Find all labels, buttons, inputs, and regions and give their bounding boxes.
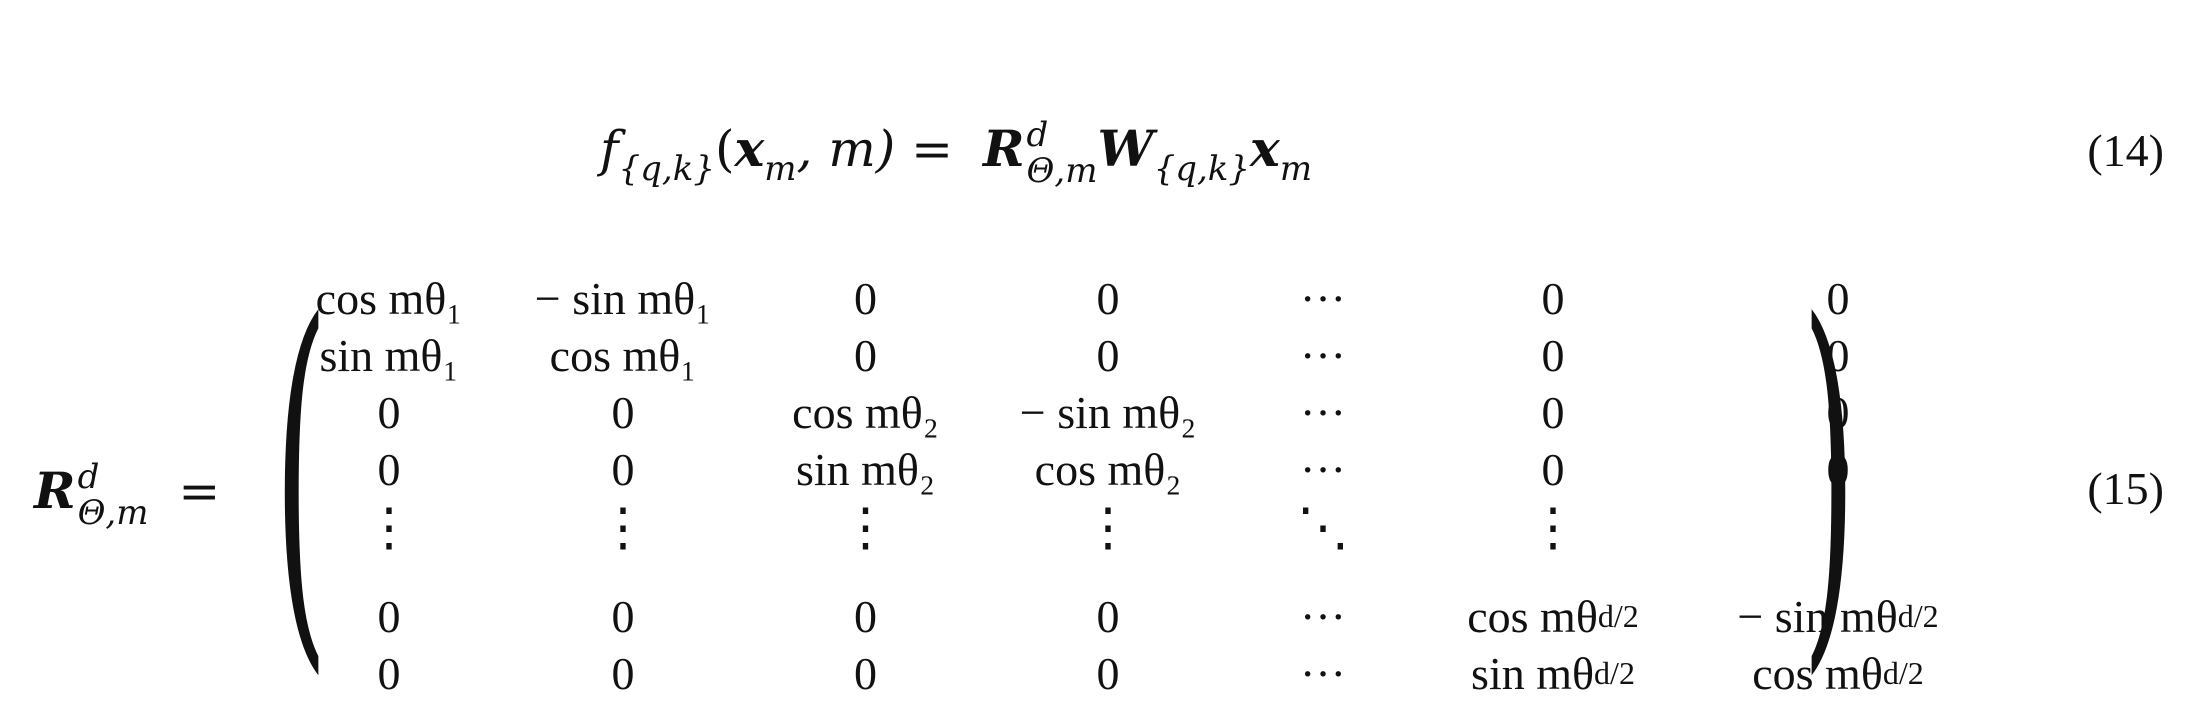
matrix-cell: sin mθ₁: [319, 330, 459, 381]
left-paren: (: [273, 243, 329, 708]
matrix-cell: 0: [1096, 648, 1120, 699]
matrix-cell: 0: [1096, 273, 1120, 324]
matrix-cell: ···: [1300, 387, 1346, 438]
matrix-cell: ⋮: [839, 500, 892, 557]
matrix-cell: ⋮: [1812, 500, 1864, 557]
matrix-cell: 0: [611, 387, 635, 438]
matrix-cell: ···: [1300, 648, 1346, 699]
matrix-cell: 0: [377, 648, 401, 699]
matrix-cell: sin mθ d/2: [1471, 648, 1635, 699]
equation-number: (14): [2087, 125, 2164, 176]
weight-matrix-symbol: W: [1097, 119, 1154, 178]
lhs-rest: , m) =: [796, 120, 954, 178]
rotation-matrix-symbol: R: [982, 119, 1025, 178]
rotation-matrix: ( cos mθ₁ − sin mθ₁ 0 0 ··· 0 0 sin mθ₁ cos mθ₁ 0…: [245, 243, 1939, 712]
matrix-cell: ···: [1300, 444, 1346, 495]
matrix-cell: 0: [854, 330, 877, 381]
matrix-cell: ⋮: [363, 500, 415, 557]
function-subscript: {q,k}: [618, 149, 715, 189]
matrix-cell: 0: [1541, 387, 1565, 438]
vector-x-rhs-subscript: m: [1279, 149, 1313, 189]
vector-x-rhs: x: [1250, 119, 1280, 178]
weight-matrix-subscript: {q,k}: [1153, 149, 1251, 189]
matrix-cell: cos mθ₁: [315, 273, 463, 324]
matrix-cell: cos mθ d/2: [1752, 648, 1924, 699]
matrix-cell: ⋮: [1527, 500, 1579, 557]
matrix-cell: ···: [1300, 273, 1346, 324]
matrix-cell: 0: [1096, 591, 1120, 642]
matrix-cell: 0: [377, 387, 401, 438]
rotation-matrix-indices: d Θ,m: [77, 457, 149, 533]
matrix-cell: ···: [1300, 330, 1346, 381]
equals-sign: =: [178, 462, 221, 520]
equation-number: (15): [2087, 463, 2164, 514]
matrix-cell: 0: [1541, 444, 1565, 495]
matrix-cell: cos mθ₂: [792, 387, 939, 438]
matrix-cell: − sin mθ₂: [1019, 387, 1197, 438]
matrix-cell: 0: [1096, 330, 1120, 381]
matrix-cell: 0: [611, 648, 635, 699]
matrix-cell: cos mθ₁: [549, 330, 697, 381]
matrix-cell: ⋮: [597, 500, 649, 557]
matrix-cell: cos mθ d/2: [1467, 591, 1639, 642]
matrix-cell: 0: [1541, 330, 1565, 381]
matrix-cell: 0: [854, 273, 877, 324]
matrix-cell: 0: [377, 444, 401, 495]
matrix-cell: ⋱: [1297, 500, 1349, 557]
right-paren: ): [1801, 243, 1857, 708]
matrix-cell: cos mθ₂: [1034, 444, 1182, 495]
vector-x-subscript: m: [764, 149, 797, 189]
matrix-cell: 0: [611, 444, 635, 495]
matrix-cell: 0: [1826, 444, 1850, 495]
matrix-cell: 0: [1826, 273, 1850, 324]
matrix-cell: 0: [611, 591, 635, 642]
matrix-cell: − sin mθ₁: [534, 273, 712, 324]
rotation-matrix-symbol: R: [34, 461, 76, 520]
vector-x: x: [734, 119, 765, 178]
matrix-cell: 0: [854, 648, 877, 699]
matrix-cell: ···: [1300, 591, 1346, 642]
open-paren: (: [714, 120, 735, 178]
matrix-cell: 0: [1541, 273, 1565, 324]
matrix-cell: 0: [1826, 387, 1850, 438]
matrix-cell: 0: [854, 591, 877, 642]
function-symbol: f: [600, 120, 619, 178]
matrix-cell: ⋮: [1082, 500, 1134, 557]
matrix-cell: − sin mθ d/2: [1737, 591, 1939, 642]
matrix-cell: sin mθ₂: [795, 444, 936, 495]
matrix-cell: 0: [377, 591, 401, 642]
rotation-matrix-indices: d Θ,m: [1026, 115, 1098, 191]
matrix-grid: cos mθ₁ − sin mθ₁ 0 0 ··· 0 0 sin mθ₁ cos mθ₁ 0 0 ·…: [275, 270, 1939, 702]
matrix-cell: 0: [1826, 330, 1850, 381]
